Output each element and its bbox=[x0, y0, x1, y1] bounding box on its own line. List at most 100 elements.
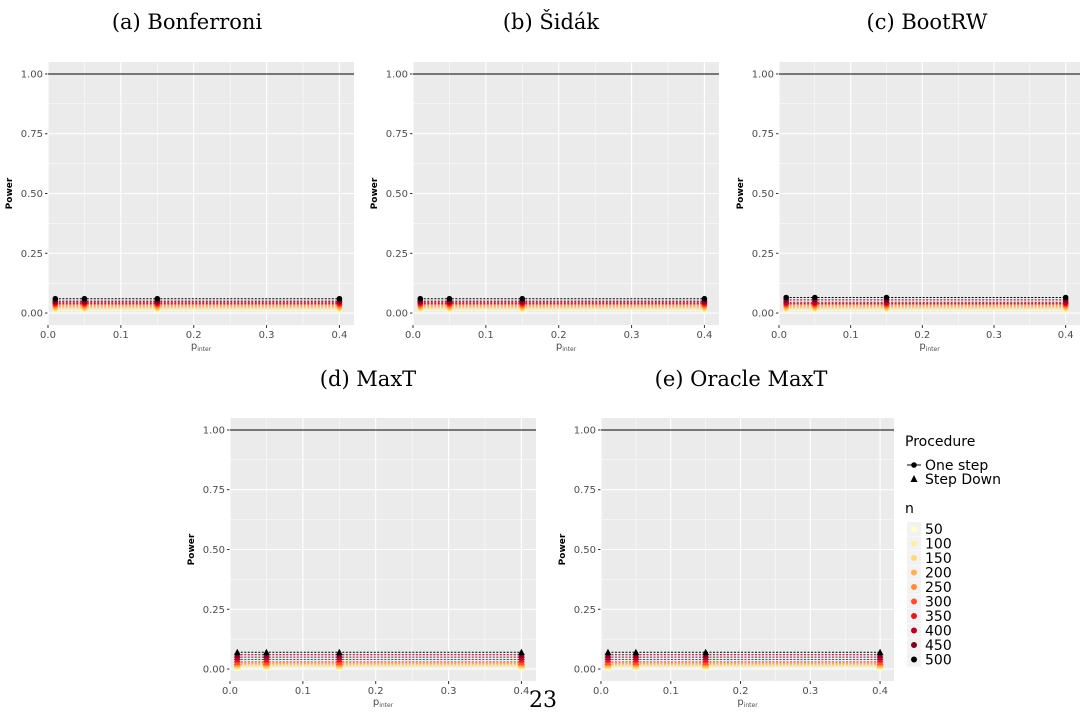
chart-panel-4: 0.00 0.25 0.50 0.75 1.00 0.0 0.1 0.2 0.3 0.4 Power… bbox=[187, 418, 536, 709]
data-point-circle bbox=[783, 294, 789, 301]
data-point-circle bbox=[417, 295, 424, 302]
x-tick-label: 0.2 bbox=[914, 330, 930, 341]
x-axis-title: pinter bbox=[373, 697, 394, 709]
y-tick-label: 0.00 bbox=[203, 665, 225, 676]
y-tick-label: 0.00 bbox=[386, 309, 408, 320]
data-point-triangle bbox=[702, 648, 710, 656]
x-tick-label: 0.3 bbox=[986, 330, 1002, 341]
legend-key-n bbox=[911, 613, 917, 619]
y-tick-label: 0.75 bbox=[203, 485, 225, 496]
x-tick-label: 0.0 bbox=[405, 330, 421, 341]
data-point-circle bbox=[446, 295, 453, 302]
x-tick-label: 0.4 bbox=[1058, 330, 1074, 341]
y-tick-label: 0.50 bbox=[21, 189, 43, 200]
x-tick-label: 0.2 bbox=[368, 686, 384, 697]
x-tick-label: 0.4 bbox=[331, 330, 347, 341]
legend-label-n: 450 bbox=[925, 638, 952, 654]
legend-label-n: 350 bbox=[925, 609, 952, 625]
x-tick-label: 0.0 bbox=[593, 686, 609, 697]
y-axis-title: Power bbox=[5, 177, 15, 209]
data-point-triangle bbox=[233, 648, 241, 656]
y-tick-label: 0.25 bbox=[752, 249, 774, 260]
caption-c: (c) BootRW bbox=[866, 10, 988, 34]
data-point-triangle bbox=[632, 648, 640, 656]
y-tick-label: 0.75 bbox=[21, 129, 43, 140]
legend-label-step-down: Step Down bbox=[925, 472, 1001, 488]
legend-key-n bbox=[911, 656, 917, 663]
caption-d: (d) MaxT bbox=[319, 367, 417, 391]
chart-panel-5: 0.00 0.25 0.50 0.75 1.00 0.0 0.1 0.2 0.3 0.4 Power… bbox=[558, 418, 894, 709]
y-tick-label: 0.25 bbox=[386, 249, 408, 260]
legend-key-n bbox=[911, 627, 917, 634]
legend-label-n: 50 bbox=[925, 522, 943, 538]
legend-label-n: 500 bbox=[925, 653, 952, 669]
x-tick-label: 0.2 bbox=[733, 686, 749, 697]
y-tick-label: 0.75 bbox=[386, 129, 408, 140]
x-tick-label: 0.3 bbox=[441, 686, 457, 697]
x-axis-title: pinter bbox=[919, 341, 940, 353]
caption-b: (b) Šidák bbox=[502, 10, 600, 34]
y-tick-label: 0.00 bbox=[21, 309, 43, 320]
y-tick-label: 0.25 bbox=[574, 605, 596, 616]
y-tick-label: 0.50 bbox=[203, 545, 225, 556]
y-tick-label: 1.00 bbox=[21, 69, 43, 80]
chart-panel-3: 0.00 0.25 0.50 0.75 1.00 0.0 0.1 0.2 0.3 0.4 Power… bbox=[736, 62, 1080, 353]
data-point-triangle bbox=[604, 648, 612, 656]
data-point-triangle bbox=[335, 648, 343, 656]
y-tick-label: 1.00 bbox=[574, 425, 596, 436]
x-tick-label: 0.1 bbox=[843, 330, 859, 341]
x-tick-label: 0.0 bbox=[40, 330, 56, 341]
legend-title-procedure: Procedure bbox=[905, 434, 975, 450]
legend-key-triangle bbox=[910, 475, 918, 482]
x-tick-label: 0.0 bbox=[222, 686, 238, 697]
data-point-triangle bbox=[876, 648, 884, 656]
legend-label-n: 150 bbox=[925, 551, 952, 567]
legend-label-n: 400 bbox=[925, 624, 952, 640]
x-axis-title: pinter bbox=[191, 341, 212, 353]
legend-key-n bbox=[911, 598, 917, 605]
y-axis-title: Power bbox=[558, 533, 568, 565]
data-point-circle bbox=[883, 294, 890, 301]
caption-a: (a) Bonferroni bbox=[111, 10, 263, 34]
x-tick-label: 0.1 bbox=[113, 330, 129, 341]
data-point-circle bbox=[52, 295, 59, 302]
x-tick-label: 0.2 bbox=[551, 330, 567, 341]
x-axis-title: pinter bbox=[556, 341, 577, 353]
legend-key-n bbox=[911, 526, 917, 532]
x-tick-label: 0.3 bbox=[259, 330, 275, 341]
x-tick-label: 0.1 bbox=[478, 330, 494, 341]
y-tick-label: 0.50 bbox=[574, 545, 596, 556]
x-tick-label: 0.4 bbox=[696, 330, 712, 341]
x-tick-label: 0.0 bbox=[771, 330, 787, 341]
data-point-circle bbox=[336, 295, 343, 302]
chart-panel-1: 0.00 0.25 0.50 0.75 1.00 0.0 0.1 0.2 0.3 0.4 Power… bbox=[5, 62, 354, 353]
y-tick-label: 0.50 bbox=[752, 189, 774, 200]
x-tick-label: 0.4 bbox=[872, 686, 888, 697]
legend-label-one-step: One step bbox=[925, 458, 988, 474]
data-point-circle bbox=[154, 295, 161, 302]
legend-label-n: 300 bbox=[925, 595, 952, 611]
x-tick-label: 0.1 bbox=[295, 686, 311, 697]
caption-e: (e) Oracle MaxT bbox=[654, 367, 828, 391]
y-tick-label: 0.75 bbox=[752, 129, 774, 140]
legend-label-n: 200 bbox=[925, 566, 952, 582]
legend-label-n: 100 bbox=[925, 537, 952, 553]
legend-key-n bbox=[911, 540, 917, 547]
legend-title-n: n bbox=[905, 501, 914, 517]
data-point-circle bbox=[81, 295, 88, 302]
x-tick-label: 0.2 bbox=[186, 330, 202, 341]
data-point-circle bbox=[701, 295, 708, 302]
legend-key-n bbox=[911, 642, 917, 648]
data-point-circle bbox=[812, 294, 818, 301]
x-tick-label: 0.3 bbox=[624, 330, 640, 341]
data-point-triangle bbox=[517, 648, 525, 656]
legend-key-n bbox=[911, 584, 917, 590]
y-tick-label: 0.50 bbox=[386, 189, 408, 200]
y-tick-label: 1.00 bbox=[752, 69, 774, 80]
y-axis-title: Power bbox=[370, 177, 380, 209]
x-axis-title: pinter bbox=[737, 697, 758, 709]
data-point-circle bbox=[1062, 294, 1069, 301]
y-tick-label: 1.00 bbox=[203, 425, 225, 436]
